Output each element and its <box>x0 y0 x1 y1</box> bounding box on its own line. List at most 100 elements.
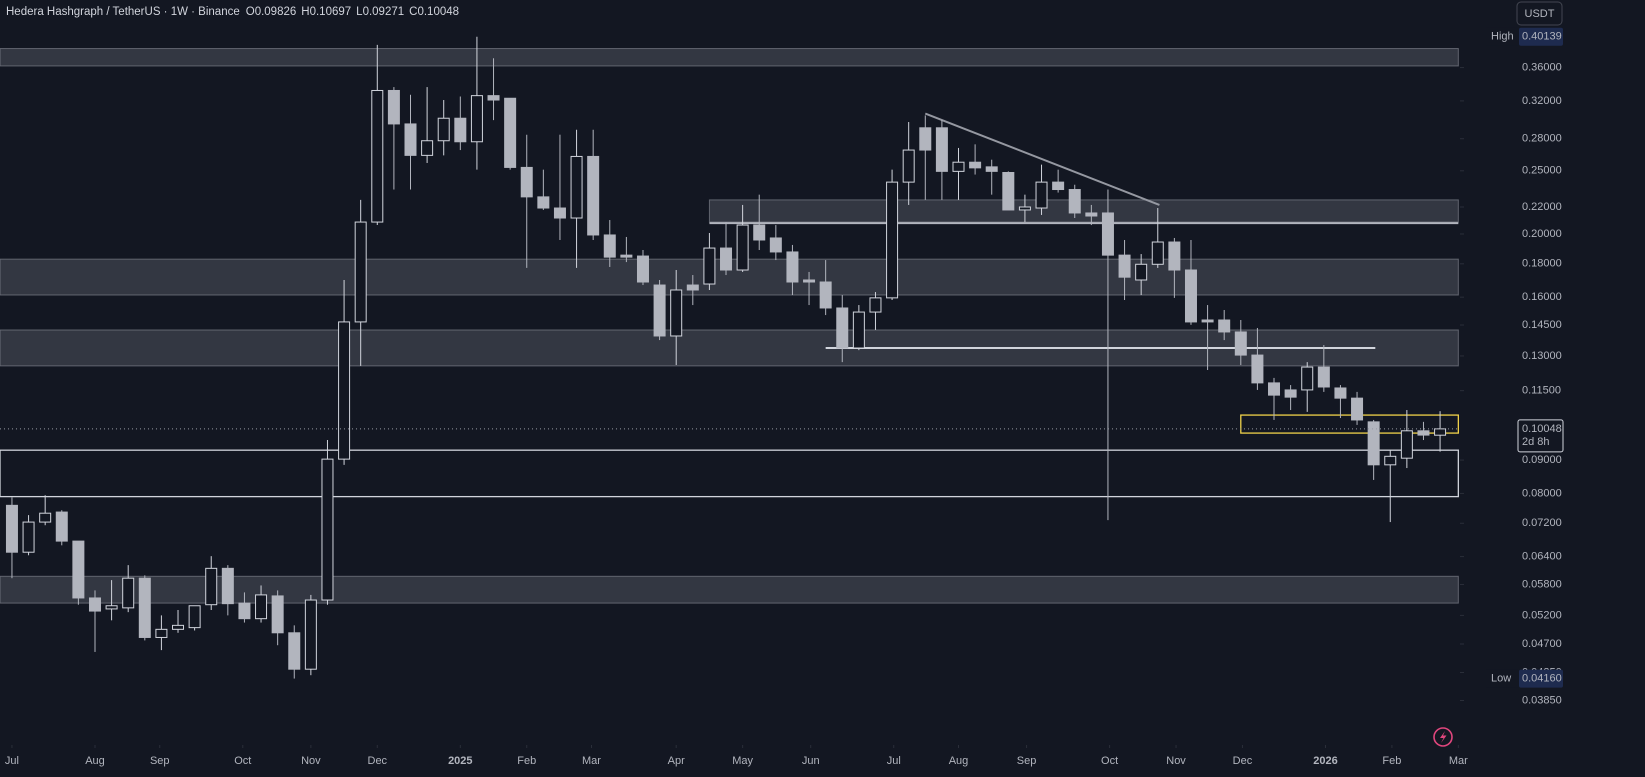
y-tick-label: 0.16000 <box>1522 291 1562 303</box>
y-tick-label: 0.32000 <box>1522 95 1562 107</box>
zone <box>0 48 1459 67</box>
candle-body <box>1268 382 1281 396</box>
candle-body <box>22 521 35 553</box>
candle-body <box>969 161 982 169</box>
candle-body <box>819 281 832 309</box>
x-tick-label: Jul <box>887 755 901 767</box>
candle-body <box>836 307 849 349</box>
candle-body <box>686 284 699 291</box>
candle-body <box>1085 212 1098 217</box>
candle-body <box>321 458 334 601</box>
candle-body <box>520 166 533 198</box>
candle-body <box>1101 212 1114 256</box>
x-tick-label: Nov <box>301 755 321 767</box>
x-tick-label: Aug <box>85 755 105 767</box>
candle-body <box>387 89 400 125</box>
candle-body <box>1218 319 1231 333</box>
x-tick-label: Oct <box>234 755 251 767</box>
x-tick-label: 2026 <box>1313 755 1337 767</box>
candle-body <box>902 149 915 183</box>
y-tick-label: 0.08000 <box>1522 487 1562 499</box>
y-tick-label: 0.28000 <box>1522 133 1562 145</box>
symbol-title: Hedera Hashgraph / TetherUS · 1W · Binan… <box>6 6 240 18</box>
y-tick-label: 0.11500 <box>1522 385 1561 397</box>
candle-body <box>1400 430 1413 459</box>
candle-body <box>487 95 500 101</box>
extreme-badge <box>1486 669 1518 688</box>
candle-body <box>1052 181 1065 191</box>
candle-body <box>1184 269 1197 323</box>
y-tick-label: 0.06400 <box>1522 551 1562 563</box>
price-label-bg <box>1517 419 1564 453</box>
y-tick-label: 0.04700 <box>1522 638 1562 650</box>
app-icon[interactable] <box>1433 727 1453 747</box>
zone <box>708 199 1459 223</box>
candle-body <box>537 196 550 209</box>
y-tick-label: 0.05200 <box>1522 609 1562 621</box>
candle-body <box>1018 206 1031 211</box>
ohlc-value: 0.09271 <box>363 6 405 18</box>
zone <box>0 575 1459 604</box>
candle-body <box>72 540 85 599</box>
candle-body <box>1135 263 1148 281</box>
candle-body <box>1035 181 1048 209</box>
candle-body <box>1118 254 1131 278</box>
y-tick-label: 0.20000 <box>1522 228 1562 240</box>
candle-body <box>88 597 101 612</box>
x-tick-label: 2025 <box>448 755 472 767</box>
x-tick-label: Sep <box>150 755 170 767</box>
candle-body <box>5 504 18 553</box>
x-tick-label: Feb <box>517 755 536 767</box>
ohlc-value: 0.10697 <box>310 6 352 18</box>
extreme-value-bg <box>1519 669 1563 688</box>
candle-body <box>985 166 998 172</box>
candle-body <box>636 255 649 283</box>
candle-body <box>703 247 716 285</box>
candle-body <box>935 127 948 172</box>
candle-body <box>1434 428 1447 436</box>
candle-body <box>886 181 899 299</box>
x-tick-label: Mar <box>1449 755 1468 767</box>
candle-body <box>221 567 234 605</box>
candle-body <box>769 237 782 253</box>
candle-body <box>1301 366 1314 391</box>
currency-button[interactable] <box>1516 1 1563 26</box>
extreme-label: High <box>1491 31 1514 43</box>
candle-body <box>1284 389 1297 398</box>
candle-body <box>620 254 633 258</box>
y-tick-label: 0.36000 <box>1522 61 1562 73</box>
candle-body <box>138 577 151 638</box>
x-tick-label: Oct <box>1101 755 1118 767</box>
x-tick-label: Dec <box>368 755 388 767</box>
candle-body <box>1002 172 1015 211</box>
candle-body <box>504 97 517 168</box>
ohlc-value: 0.10048 <box>417 6 459 18</box>
icon-bolt[interactable] <box>1440 731 1447 743</box>
candle-body <box>1334 387 1347 399</box>
candle-body <box>869 297 882 313</box>
candle-body <box>1351 397 1364 421</box>
y-tick-label: 0.07200 <box>1522 517 1562 529</box>
extreme-label: Low <box>1491 672 1511 684</box>
candle-body <box>255 594 268 620</box>
x-tick-label: Sep <box>1017 755 1037 767</box>
candle-body <box>720 247 733 271</box>
candle-body <box>670 289 683 337</box>
candle-body <box>803 279 816 283</box>
drawn-line <box>924 112 1160 206</box>
candle-body <box>1234 331 1247 356</box>
price-axis: 0.36000 0.32000 0.28000 0.25000 0.22000 0.200… <box>1460 27 1564 706</box>
countdown: 2d 8h <box>1522 436 1550 448</box>
currency-label[interactable]: USDT <box>1525 8 1555 20</box>
candle-body <box>454 117 467 143</box>
extreme-value: 0.04160 <box>1522 672 1562 684</box>
price-label: 0.10048 <box>1522 423 1562 435</box>
icon-ring[interactable] <box>1433 727 1453 747</box>
candle-body <box>1367 421 1380 466</box>
outline-box <box>0 449 1459 498</box>
candle-body <box>271 595 284 634</box>
candle-body <box>172 624 185 630</box>
time-axis: Jul Aug Sep Oct Nov Dec 2025 Feb Mar Apr May Jun Jul… <box>5 745 1468 767</box>
candle-body <box>1068 189 1081 214</box>
